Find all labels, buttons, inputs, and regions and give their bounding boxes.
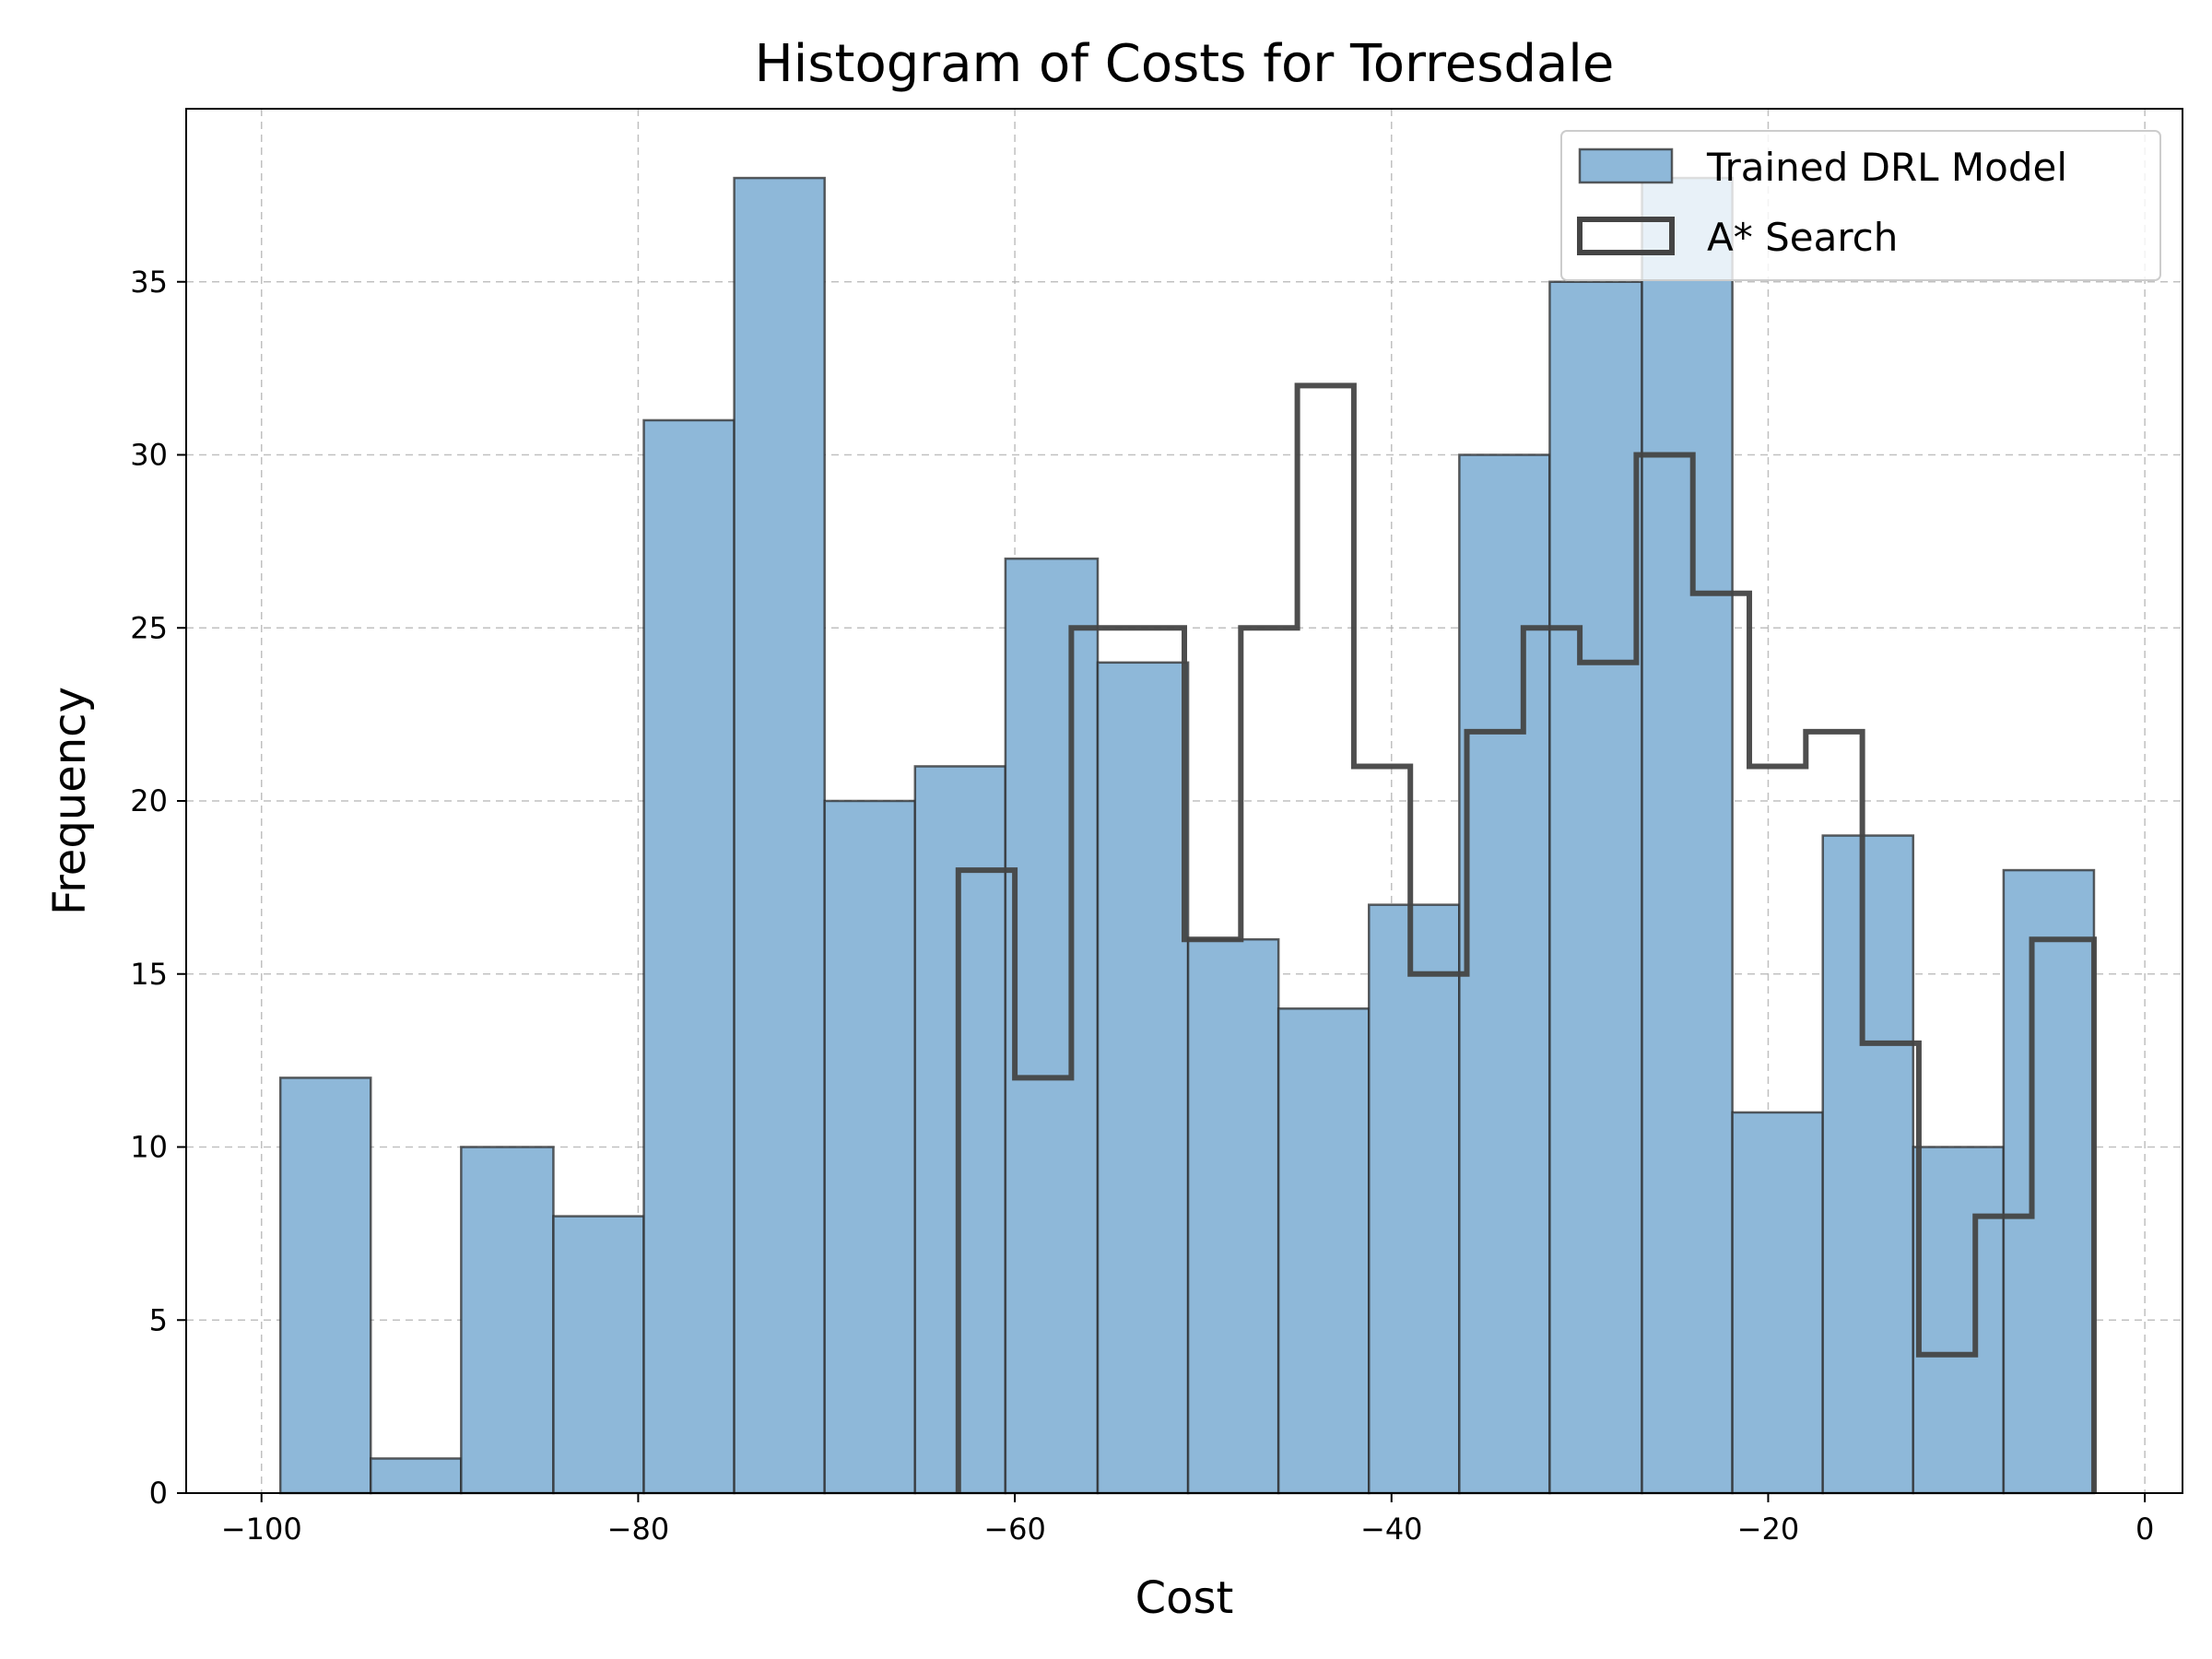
drl-bar-15 — [1641, 176, 1734, 1495]
drl-bar-8 — [1004, 557, 1100, 1495]
legend-label-a-star: A* Search — [1707, 215, 1898, 260]
drl-model-bars — [278, 176, 2096, 1495]
legend-swatch-a-star — [1577, 217, 1675, 255]
y-tick-label-4: 20 — [130, 783, 168, 818]
x-axis-label: Cost — [1135, 1572, 1234, 1624]
drl-bar-14 — [1548, 280, 1643, 1495]
drl-bar-0 — [278, 1077, 372, 1495]
legend-box — [1560, 130, 2161, 281]
drl-bar-4 — [642, 418, 735, 1495]
drl-bar-6 — [823, 799, 917, 1495]
drl-bar-10 — [1186, 937, 1280, 1495]
y-tick-label-0: 0 — [149, 1476, 168, 1511]
drl-bar-18 — [1912, 1146, 2006, 1495]
drl-bar-17 — [1821, 834, 1915, 1495]
drl-bar-12 — [1368, 903, 1461, 1495]
x-tick-label-2: −60 — [983, 1512, 1046, 1547]
chart-title: Histogram of Costs for Torresdale — [755, 34, 1615, 94]
drl-bar-3 — [552, 1215, 645, 1495]
y-tick-label-1: 5 — [149, 1302, 168, 1337]
x-tick-label-0: −100 — [221, 1512, 302, 1547]
legend-swatch-drl — [1578, 147, 1674, 184]
x-tick-label-4: −20 — [1737, 1512, 1800, 1547]
drl-bar-5 — [733, 176, 826, 1495]
y-tick-label-7: 35 — [130, 265, 168, 300]
a-star-step-line — [955, 382, 2097, 1493]
drl-bar-11 — [1277, 1007, 1371, 1495]
x-tick-label-3: −40 — [1360, 1512, 1423, 1547]
drl-bar-1 — [370, 1457, 463, 1495]
y-tick-label-6: 30 — [130, 438, 168, 473]
drl-bar-9 — [1096, 661, 1190, 1495]
y-tick-label-5: 25 — [130, 610, 168, 645]
x-tick-label-5: 0 — [2136, 1512, 2154, 1547]
y-axis-label: Frequency — [44, 687, 96, 915]
drl-bar-13 — [1458, 453, 1551, 1495]
y-tick-label-2: 10 — [130, 1130, 168, 1165]
drl-bar-16 — [1731, 1111, 1824, 1495]
legend-label-drl: Trained DRL Model — [1706, 145, 2067, 190]
legend: Trained DRL Model A* Search — [1560, 130, 2161, 281]
a-star-step-outline — [955, 382, 2097, 1493]
drl-bar-19 — [2002, 868, 2096, 1495]
axis-ticks: −100 −80 −60 −40 −20 0 0 5 10 15 20 25 30 35 — [130, 265, 2154, 1547]
x-tick-label-1: −80 — [607, 1512, 670, 1547]
drl-bar-2 — [460, 1146, 555, 1495]
y-tick-label-3: 15 — [130, 957, 168, 992]
